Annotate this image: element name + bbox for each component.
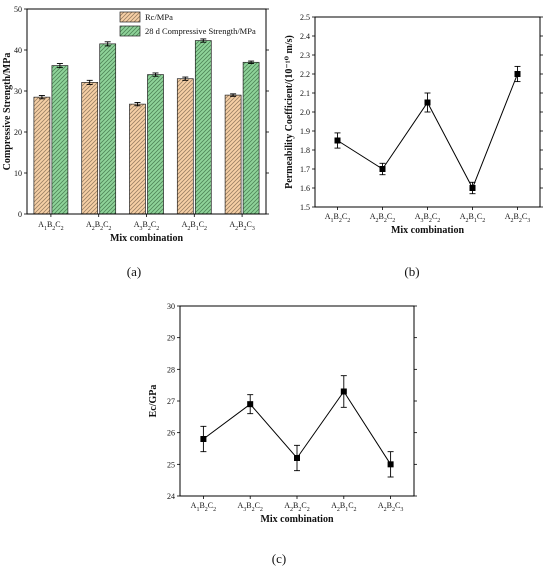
data-point (294, 455, 300, 461)
data-point (334, 137, 341, 144)
plot-frame (314, 16, 541, 208)
y-tick-label: 20 (14, 128, 22, 137)
panel-label-a: (a) (127, 264, 141, 279)
y-tick-label: 2.0 (300, 108, 310, 117)
panel-label: (c) (272, 551, 286, 566)
y-axis-label: Ec/GPa (148, 385, 159, 418)
y-tick-label: 30 (14, 87, 22, 96)
y-tick-label: 2.2 (300, 70, 310, 79)
legend-swatch (119, 25, 141, 37)
y-tick-label: 1.5 (300, 203, 310, 212)
legend-label: 28 d Compressive Strength/MPa (145, 26, 256, 36)
y-tick-label: 27 (167, 397, 175, 406)
chart-a: 0 10 20 30 40 50 A1B2C2 A2B2C2 A3B2C2 A2B1C2 A2B2C… (2, 5, 269, 279)
data-point (379, 166, 386, 172)
x-tick-label: A3B2C2 (134, 220, 159, 232)
y-tick-label: 2.1 (300, 89, 310, 98)
y-tick-label: 1.7 (300, 165, 310, 174)
y-tick-label: 24 (167, 492, 175, 501)
data-point (247, 401, 254, 408)
x-tick-label: A3B2C2 (237, 501, 262, 513)
x-tick-label: A1B2C2 (325, 212, 350, 224)
bar (194, 40, 212, 215)
legend-label: Rc/MPa (145, 12, 173, 22)
y-tick-label: 25 (167, 460, 175, 469)
legend-swatch (119, 11, 141, 23)
x-tick-label: A2B1C2 (331, 501, 356, 513)
bar (129, 103, 146, 215)
x-tick-label: A2B2C3 (505, 212, 530, 224)
bar (176, 78, 194, 215)
x-tick-label: A1B2C2 (38, 220, 63, 232)
bar (224, 94, 242, 215)
y-tick-label: 1.6 (300, 184, 310, 193)
bar (99, 43, 117, 215)
y-tick-label: 1.8 (300, 146, 310, 155)
y-tick-label: 26 (167, 429, 175, 438)
y-tick-label: 30 (167, 302, 175, 311)
y-tick-label: 10 (14, 169, 22, 178)
data-point (200, 436, 207, 442)
x-tick-label: A2B2C3 (229, 220, 254, 232)
x-axis-label: Mix combination (110, 233, 183, 244)
bar (147, 74, 164, 215)
data-point (387, 461, 394, 468)
y-axis-label: Compressive Strength/MPa (2, 53, 13, 171)
y-axis-label: Permeability Coefficient/(10⁻¹⁰ m/s) (284, 35, 295, 189)
y-tick-label: 2.4 (300, 32, 310, 41)
x-tick-label: A2B2C2 (284, 501, 309, 513)
y-tick-label: 2.5 (300, 13, 310, 22)
y-tick-label: 2.3 (300, 51, 310, 60)
data-point (469, 185, 476, 191)
plot-frame (26, 8, 267, 215)
y-tick-label: 50 (14, 5, 22, 14)
series-line (337, 73, 518, 190)
panel-label: (b) (404, 264, 419, 279)
y-tick-label: 28 (167, 365, 175, 374)
x-tick-label: A2B2C2 (86, 220, 111, 232)
x-tick-label: A2B1C2 (460, 212, 485, 224)
y-tick-label: 40 (14, 46, 22, 55)
data-point (514, 71, 521, 77)
chart-b: 1.5 1.6 1.7 1.8 1.9 2.0 2.1 2.2 2.3 2.4 2.5 A1B2C2 A… (284, 13, 543, 279)
y-tick-label: 29 (167, 334, 175, 343)
y-tick-label: 0 (18, 210, 22, 219)
x-tick-label: A3B2C2 (415, 212, 440, 224)
data-point (340, 388, 347, 395)
x-axis-label: Mix combination (260, 514, 333, 525)
data-point (424, 99, 431, 106)
bar (33, 96, 51, 215)
x-tick-label: A1B2C2 (191, 501, 216, 513)
x-tick-label: A2B2C3 (378, 501, 403, 513)
chart-c: 24 25 26 27 28 29 30 A1B2C2 A3B2C2 A2B2C2 A2B1C2 A2… (148, 302, 417, 566)
bar (242, 61, 260, 215)
y-tick-label: 1.9 (300, 127, 310, 136)
x-axis-label: Mix combination (391, 225, 464, 236)
bar (81, 82, 99, 215)
x-tick-label: A2B2C2 (370, 212, 395, 224)
bar (51, 65, 69, 215)
x-tick-label: A2B1C2 (182, 220, 207, 232)
plot-frame (179, 305, 415, 497)
